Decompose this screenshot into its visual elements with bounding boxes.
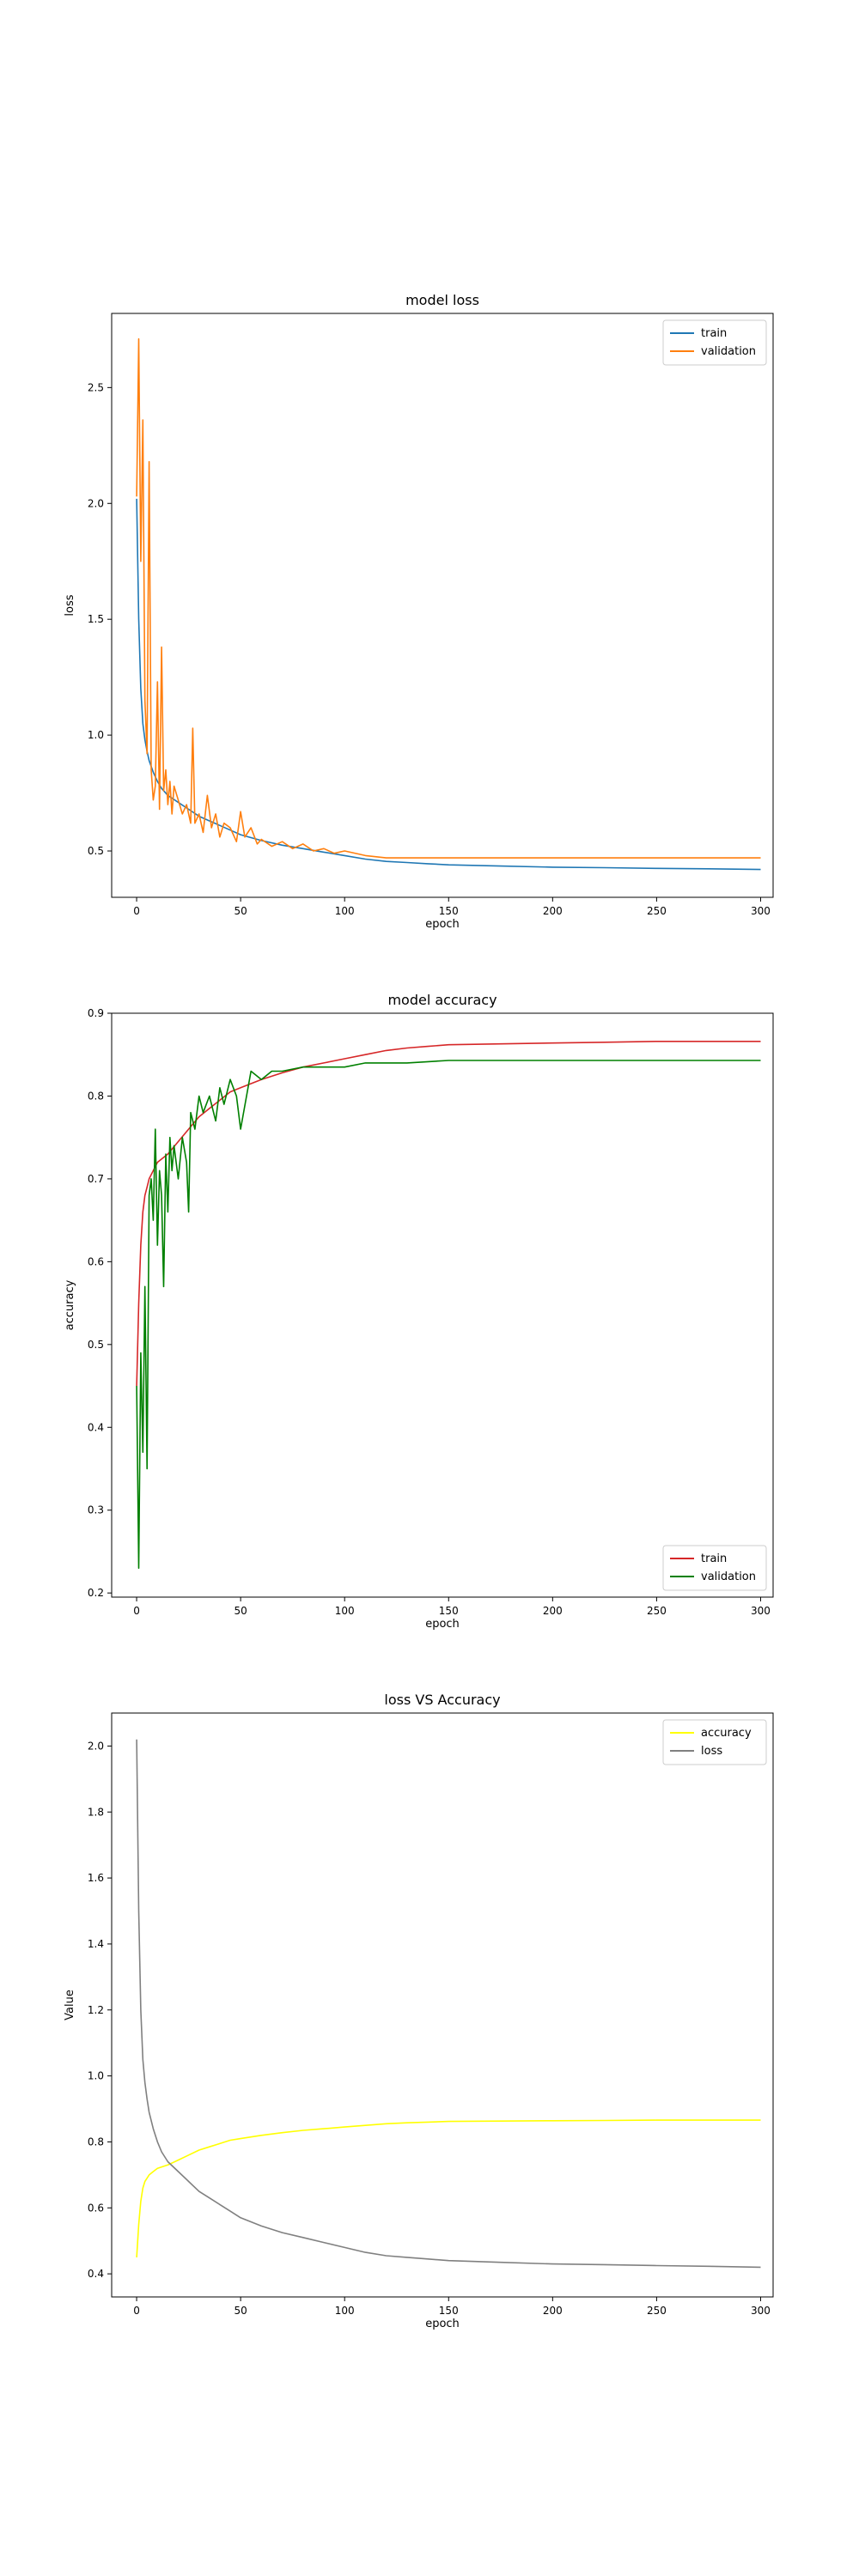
legend-box	[662, 1719, 767, 1765]
x-tick-label: 200	[543, 905, 563, 917]
y-tick-label: 0.3	[88, 1504, 104, 1516]
y-axis-label: Value	[64, 1990, 76, 2020]
x-tick-label: 100	[335, 1605, 355, 1617]
y-tick-label: 1.8	[88, 1806, 104, 1818]
y-tick-label: 1.5	[88, 613, 104, 625]
legend: accuracy loss	[662, 1719, 767, 1765]
x-tick-label: 0	[133, 2305, 140, 2317]
series-line-validation	[136, 337, 761, 859]
y-tick-label: 0.8	[88, 1090, 104, 1102]
legend-label-accuracy: accuracy	[701, 1727, 752, 1740]
y-tick-label: 1.4	[88, 1938, 104, 1950]
x-tick-label: 150	[439, 2305, 459, 2317]
y-tick-label: 0.2	[88, 1587, 104, 1599]
x-tick-label: 100	[335, 905, 355, 917]
legend: train validation	[662, 319, 767, 366]
y-tick-label: 1.2	[88, 2004, 104, 2016]
x-tick-label: 100	[335, 2305, 355, 2317]
y-axis-label: accuracy	[64, 1279, 76, 1330]
chart-title: loss VS Accuracy	[384, 1692, 500, 1708]
x-tick-label: 150	[439, 905, 459, 917]
y-tick-label: 0.5	[88, 845, 104, 857]
x-tick-label: 300	[751, 1605, 771, 1617]
y-tick-label: 1.0	[88, 2070, 104, 2082]
legend-label-validation: validation	[701, 345, 756, 358]
y-tick-label: 2.5	[88, 381, 104, 393]
loss-vs-accuracy-chart: loss VS Accuracy epoch Value 0 50 100 150 20…	[64, 1692, 774, 2330]
loss-chart: model loss epoch loss 0 50 100 150 200 250 300…	[64, 292, 774, 931]
accuracy-chart: model accuracy epoch accuracy 0 50 100 150 2…	[64, 992, 774, 1631]
series-line-loss	[136, 1739, 761, 2269]
x-tick-label: 0	[133, 905, 140, 917]
chart-title: model loss	[405, 292, 479, 308]
legend-box	[662, 1545, 767, 1591]
x-tick-label: 150	[439, 1605, 459, 1617]
series-line-train	[136, 498, 761, 871]
x-tick-label: 250	[647, 2305, 667, 2317]
legend-box	[662, 319, 767, 366]
series-line-validation	[136, 1060, 761, 1569]
y-axis-label: loss	[64, 594, 76, 616]
y-tick-label: 0.6	[88, 2202, 104, 2214]
x-axis-label: epoch	[425, 2318, 460, 2330]
series-line-train	[136, 1041, 761, 1387]
series-line-accuracy	[136, 2119, 761, 2257]
legend-label-loss: loss	[701, 1745, 722, 1758]
x-tick-label: 0	[133, 1605, 140, 1617]
plot-frame	[111, 313, 774, 898]
y-tick-label: 0.5	[88, 1339, 104, 1351]
y-tick-label: 0.8	[88, 2136, 104, 2148]
plot-frame	[111, 1712, 774, 2298]
x-tick-label: 300	[751, 905, 771, 917]
y-tick-label: 0.9	[88, 1007, 104, 1019]
legend-label-train: train	[701, 327, 727, 340]
x-tick-label: 50	[234, 2305, 247, 2317]
x-tick-label: 250	[647, 905, 667, 917]
chart-title: model accuracy	[387, 992, 497, 1008]
x-tick-label: 50	[234, 1605, 247, 1617]
x-tick-label: 300	[751, 2305, 771, 2317]
x-tick-label: 250	[647, 1605, 667, 1617]
x-tick-label: 200	[543, 1605, 563, 1617]
x-tick-label: 50	[234, 905, 247, 917]
y-tick-label: 2.0	[88, 1740, 104, 1752]
legend-label-validation: validation	[701, 1571, 756, 1583]
plot-frame	[111, 1012, 774, 1598]
y-tick-label: 2.0	[88, 497, 104, 509]
y-tick-label: 1.6	[88, 1872, 104, 1884]
y-tick-label: 0.7	[88, 1173, 104, 1185]
legend: train validation	[662, 1545, 767, 1591]
x-axis-label: epoch	[425, 1618, 460, 1631]
y-tick-label: 0.4	[88, 1421, 104, 1433]
y-tick-label: 1.0	[88, 729, 104, 741]
x-tick-label: 200	[543, 2305, 563, 2317]
legend-label-train: train	[701, 1552, 727, 1565]
y-tick-label: 0.6	[88, 1255, 104, 1267]
y-tick-label: 0.4	[88, 2268, 104, 2280]
x-axis-label: epoch	[425, 918, 460, 931]
